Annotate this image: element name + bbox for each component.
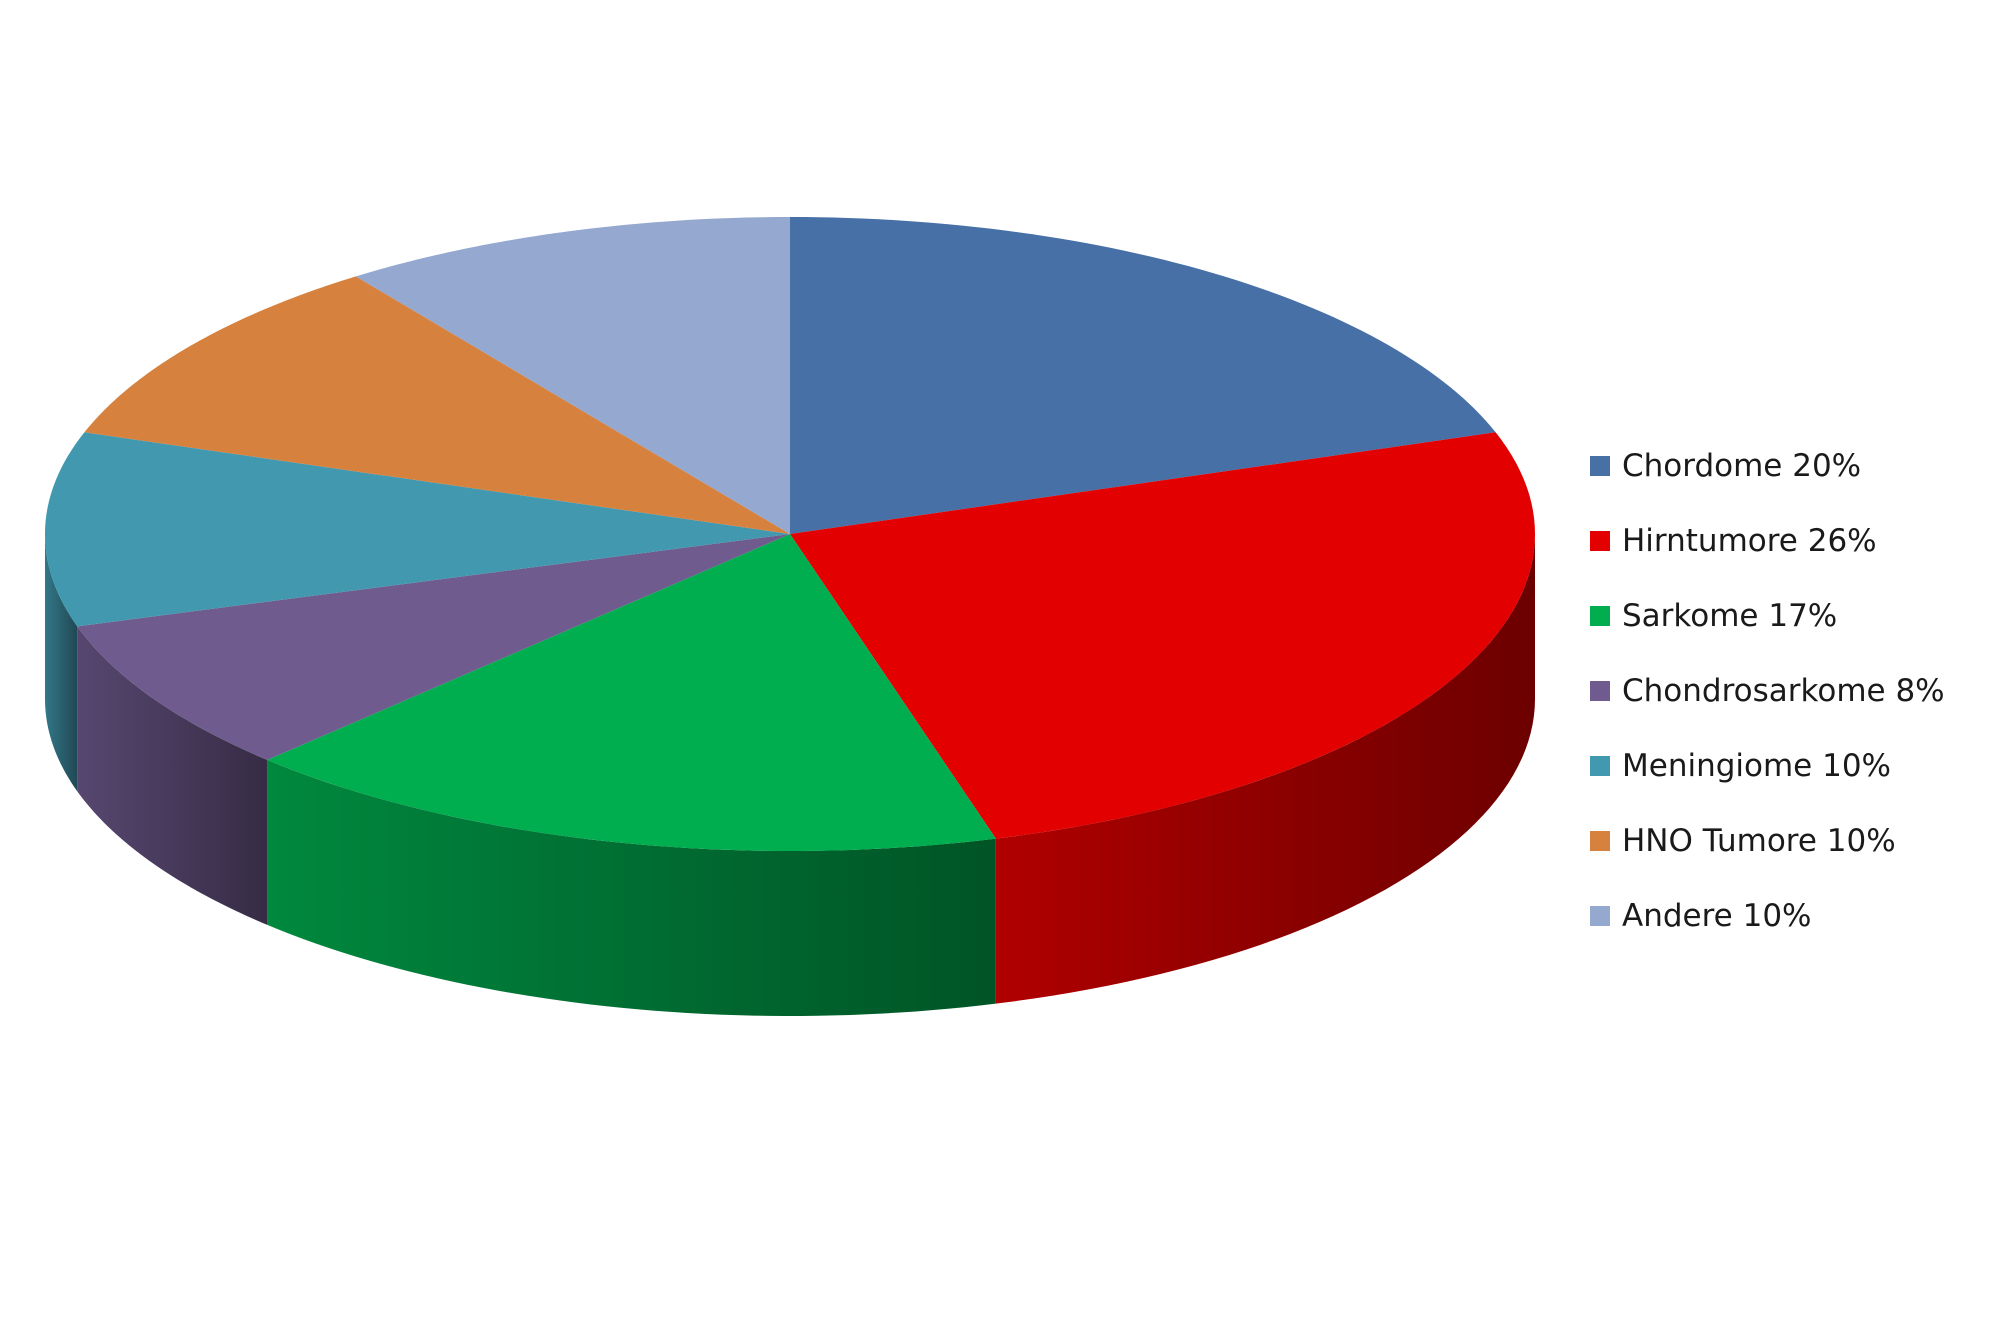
legend-label: HNO Tumore 10% bbox=[1622, 822, 1896, 859]
pie-slice-0 bbox=[790, 217, 1496, 534]
pie-side-3 bbox=[77, 626, 268, 925]
legend-label: Hirntumore 26% bbox=[1622, 522, 1877, 559]
legend-item-hno-tumore: HNO Tumore 10% bbox=[1590, 803, 1945, 878]
legend-item-chordome: Chordome 20% bbox=[1590, 428, 1945, 503]
legend-label: Chondrosarkome 8% bbox=[1622, 672, 1945, 709]
legend: Chordome 20% Hirntumore 26% Sarkome 17% … bbox=[1590, 428, 1945, 953]
pie-slice-5 bbox=[84, 276, 790, 534]
legend-swatch bbox=[1590, 755, 1610, 776]
legend-item-sarkome: Sarkome 17% bbox=[1590, 578, 1945, 653]
legend-swatch bbox=[1590, 905, 1610, 926]
legend-item-meningiome: Meningiome 10% bbox=[1590, 728, 1945, 803]
pie-slice-3 bbox=[77, 534, 791, 760]
pie-slice-6 bbox=[355, 217, 790, 534]
legend-swatch bbox=[1590, 530, 1610, 551]
pie-tops bbox=[45, 217, 1535, 851]
pie-side-1 bbox=[995, 534, 1535, 1004]
pie-slice-1 bbox=[790, 432, 1535, 839]
pie-side-4 bbox=[45, 534, 78, 792]
legend-swatch bbox=[1590, 455, 1610, 476]
legend-label: Meningiome 10% bbox=[1622, 747, 1892, 784]
pie-slice-4 bbox=[45, 432, 791, 627]
legend-swatch bbox=[1590, 680, 1610, 701]
legend-item-hirntumore: Hirntumore 26% bbox=[1590, 503, 1945, 578]
legend-label: Andere 10% bbox=[1622, 897, 1812, 934]
legend-swatch bbox=[1590, 830, 1610, 851]
legend-item-andere: Andere 10% bbox=[1590, 878, 1945, 953]
legend-label: Sarkome 17% bbox=[1622, 597, 1838, 634]
legend-item-chondrosarkome: Chondrosarkome 8% bbox=[1590, 653, 1945, 728]
pie-side-2 bbox=[267, 759, 996, 1016]
pie-sides bbox=[45, 534, 1535, 1016]
legend-swatch bbox=[1590, 605, 1610, 626]
pie-slice-2 bbox=[267, 534, 996, 851]
legend-label: Chordome 20% bbox=[1622, 447, 1862, 484]
